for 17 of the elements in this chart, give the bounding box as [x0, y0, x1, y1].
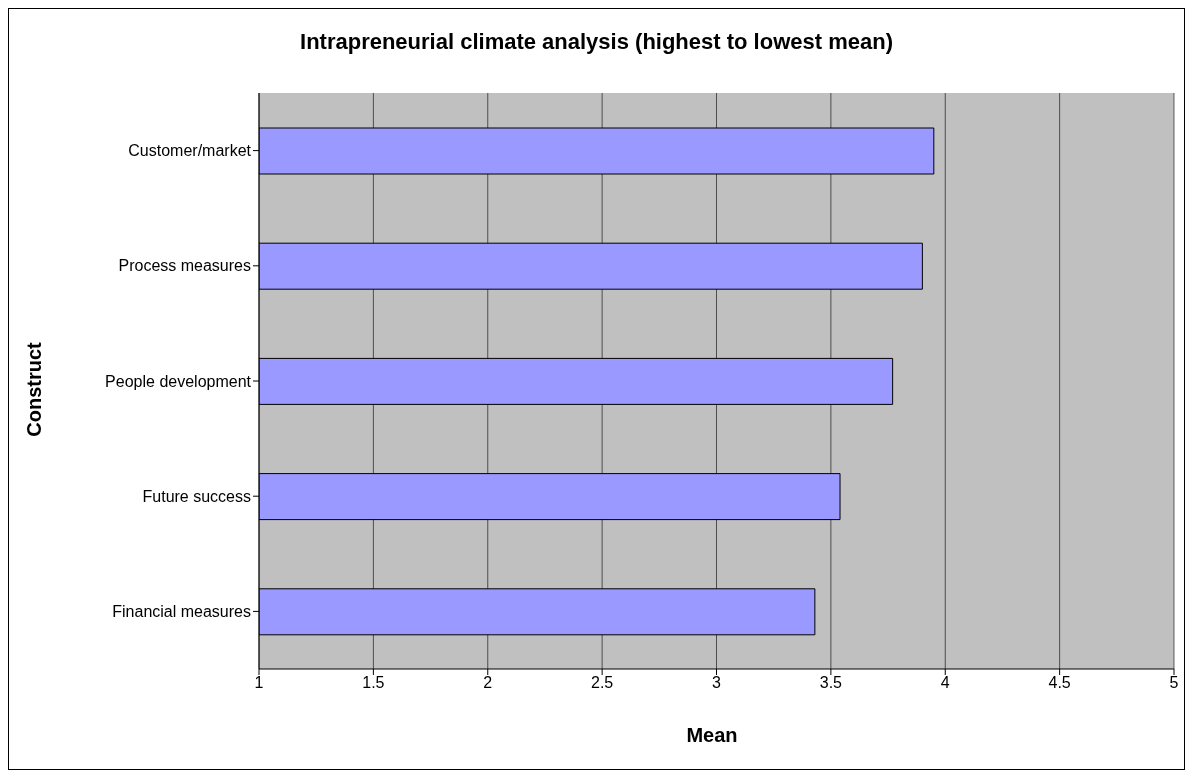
x-tick-label: 1	[254, 674, 264, 692]
x-tick-label: 1.5	[362, 674, 385, 692]
x-tick-label: 4	[940, 674, 950, 692]
x-tick-label: 4.5	[1048, 674, 1071, 692]
x-tick-label: 3	[712, 674, 722, 692]
y-axis-title: Construct	[22, 341, 46, 437]
x-tick-label: 5	[1169, 674, 1179, 692]
x-axis-title: Mean	[685, 724, 739, 747]
x-tick-label: 2.5	[591, 674, 614, 692]
y-tick-label: Financial measures	[112, 603, 251, 621]
y-tick-label: Process measures	[118, 257, 251, 275]
y-tick-label: Customer/market	[128, 142, 252, 160]
x-tick-label: 3.5	[819, 674, 843, 692]
x-tick-label: 2	[483, 674, 493, 692]
chart-title: Intrapreneurial climate analysis (highest to lowest mean)	[299, 29, 894, 55]
y-tick-label: Future success	[142, 487, 251, 505]
y-tick-label: People development	[105, 372, 252, 390]
